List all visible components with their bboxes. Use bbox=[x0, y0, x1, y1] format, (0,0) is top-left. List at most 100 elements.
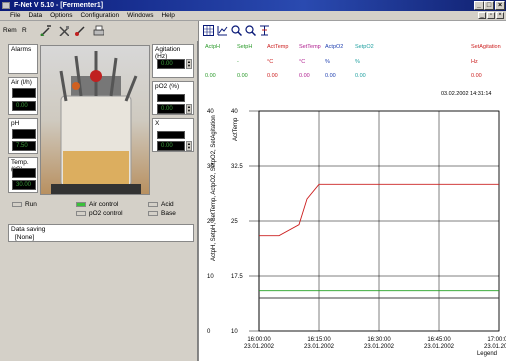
temp-setpoint-field[interactable]: 30.00 bbox=[12, 180, 36, 190]
base-box bbox=[148, 210, 158, 216]
ph-setpoint-field[interactable]: 7.50 bbox=[12, 141, 36, 151]
left-tick-label: 40 bbox=[207, 109, 214, 115]
scale-icon[interactable] bbox=[259, 25, 270, 36]
column-value-setpo2: 0.00 bbox=[355, 73, 366, 79]
agitation-setpoint-value: 0.00 bbox=[161, 61, 173, 67]
wrench-icon[interactable] bbox=[40, 25, 51, 36]
x-tick-time: 16:00:00 bbox=[247, 337, 271, 343]
r-button[interactable]: R bbox=[22, 27, 27, 34]
ph-group: pH 7.50 bbox=[8, 118, 38, 154]
column-unit-setph: - bbox=[237, 59, 239, 65]
print-icon[interactable] bbox=[93, 25, 104, 36]
tools-icon[interactable] bbox=[58, 25, 69, 36]
air-group: Air (l/h) 0.00 bbox=[8, 77, 38, 115]
menu-data[interactable]: Data bbox=[28, 12, 43, 19]
menu-windows[interactable]: Windows bbox=[127, 12, 154, 19]
menu-options[interactable]: Options bbox=[50, 12, 73, 19]
mdi-minimize-button[interactable]: _ bbox=[478, 12, 486, 19]
column-value-actpo2: 0.00 bbox=[325, 73, 336, 79]
table-icon[interactable] bbox=[203, 25, 214, 36]
fermenter-vessel-graphic bbox=[51, 51, 141, 194]
ph-actual-display bbox=[12, 129, 36, 139]
chart-toolbar bbox=[198, 21, 506, 41]
fermenter-image bbox=[40, 45, 150, 195]
mdi-close-button[interactable]: × bbox=[496, 12, 504, 19]
base-label: Base bbox=[161, 210, 176, 217]
minimize-button[interactable]: _ bbox=[474, 1, 484, 10]
po2-label: pO2 (%) bbox=[155, 83, 180, 90]
air-setpoint-value: 0.00 bbox=[16, 103, 28, 109]
x-tick-time: 16:15:00 bbox=[307, 337, 331, 343]
chart-icon[interactable] bbox=[217, 25, 228, 36]
menu-configuration[interactable]: Configuration bbox=[80, 12, 120, 19]
right-tick-label: 40 bbox=[231, 109, 238, 115]
x-tick-time: 16:30:00 bbox=[367, 337, 391, 343]
acid-box bbox=[148, 201, 158, 207]
controls-group: Run Air control pO2 control Acid Base bbox=[8, 199, 194, 221]
ph-label: pH bbox=[11, 120, 20, 127]
x-tick-date: 23.01.2002 bbox=[484, 344, 506, 350]
close-button[interactable]: × bbox=[495, 1, 505, 10]
x-actual-display bbox=[157, 131, 185, 139]
x-setpoint-field[interactable]: 0.00 bbox=[157, 141, 185, 151]
ph-setpoint-value: 7.50 bbox=[16, 143, 28, 149]
x-tick-date: 23.01.2002 bbox=[424, 344, 455, 350]
column-header-setagitation: SetAgitation bbox=[471, 44, 501, 50]
column-value-setagitation: 0.00 bbox=[471, 73, 482, 79]
column-unit-settemp: °C bbox=[299, 59, 306, 65]
right-tick-label: 25 bbox=[231, 219, 238, 225]
left-tick-label: 20 bbox=[207, 219, 214, 225]
title-bar: F-Net V 5.10 - [Fermenter1] _ □ × bbox=[0, 0, 506, 11]
rem-button[interactable]: Rem bbox=[3, 27, 17, 34]
left-tick-label: 10 bbox=[207, 274, 214, 280]
maximize-button[interactable]: □ bbox=[484, 1, 494, 10]
window-title: F-Net V 5.10 - [Fermenter1] bbox=[14, 2, 104, 9]
right-axis-label: ActTemp bbox=[233, 117, 239, 141]
po2-spinner[interactable]: ▲ ▼ bbox=[186, 104, 192, 114]
column-value-acttemp: 0.00 bbox=[267, 73, 278, 79]
po2-control-checkbox[interactable]: pO2 control bbox=[76, 210, 123, 218]
air-setpoint-field[interactable]: 0.00 bbox=[12, 101, 36, 111]
x-tick-date: 23.01.2002 bbox=[364, 344, 395, 350]
temp-setpoint-value: 30.00 bbox=[16, 182, 32, 188]
menu-help[interactable]: Help bbox=[161, 12, 175, 19]
menu-bar: File Data Options Configuration Windows … bbox=[0, 11, 506, 21]
air-actual-display bbox=[12, 88, 36, 98]
zoom-in-icon[interactable] bbox=[231, 25, 242, 36]
menu-file[interactable]: File bbox=[10, 12, 21, 19]
x-group: X 0.00 ▲ ▼ bbox=[152, 118, 194, 152]
column-unit-acttemp: °C bbox=[267, 59, 274, 65]
pump-icon[interactable] bbox=[74, 25, 85, 36]
po2-group: pO2 (%) 0.00 ▲ ▼ bbox=[152, 81, 194, 115]
agitation-spinner[interactable]: ▲ ▼ bbox=[186, 59, 192, 69]
column-unit-actpo2: % bbox=[325, 59, 330, 65]
mdi-restore-button[interactable]: ▫ bbox=[487, 12, 495, 19]
legend-label: Legend bbox=[477, 351, 497, 357]
base-checkbox[interactable]: Base bbox=[148, 210, 176, 218]
run-checkbox[interactable]: Run bbox=[12, 201, 37, 209]
po2-control-box bbox=[76, 210, 86, 216]
left-tick-label: 30 bbox=[207, 164, 214, 170]
zoom-out-icon[interactable] bbox=[245, 25, 256, 36]
right-tick-label: 10 bbox=[231, 329, 238, 335]
air-control-checkbox[interactable]: Air control bbox=[76, 201, 118, 209]
column-unit-setpo2: % bbox=[355, 59, 360, 65]
po2-actual-display bbox=[157, 94, 185, 102]
data-saving-value: [None] bbox=[15, 234, 35, 241]
run-box bbox=[12, 201, 22, 207]
po2-setpoint-value: 0.00 bbox=[161, 106, 173, 112]
temp-group: Temp. (°C) 30.00 bbox=[8, 157, 38, 193]
data-saving-group: Data saving [None] bbox=[8, 224, 194, 242]
alarms-label: Alarms bbox=[11, 46, 32, 53]
chart-panel: ActpH 0.00 SetpH - 0.00 ActTemp °C 0.00 SetTemp °… bbox=[198, 41, 506, 361]
po2-control-label: pO2 control bbox=[89, 210, 123, 217]
column-header-actph: ActpH bbox=[205, 44, 220, 50]
series-acttemp bbox=[259, 183, 499, 237]
acid-checkbox[interactable]: Acid bbox=[148, 201, 174, 209]
po2-setpoint-field[interactable]: 0.00 bbox=[157, 104, 185, 114]
agitation-setpoint-field[interactable]: 0.00 bbox=[157, 59, 185, 69]
x-spinner[interactable]: ▲ ▼ bbox=[186, 141, 192, 151]
column-unit-setagitation: Hz bbox=[471, 59, 478, 65]
x-tick-date: 23.01.2002 bbox=[304, 344, 335, 350]
